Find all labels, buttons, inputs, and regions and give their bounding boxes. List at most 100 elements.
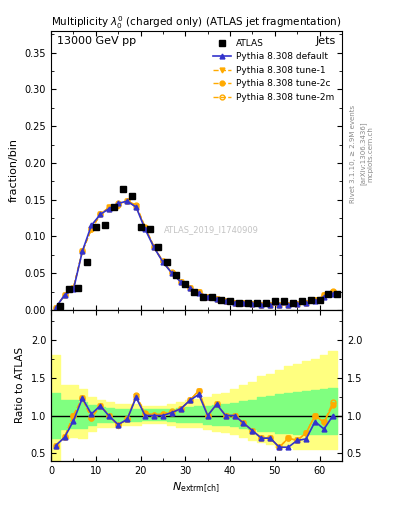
ATLAS [138, 224, 143, 230]
Pythia 8.308 tune-2m [259, 302, 264, 308]
ATLAS [290, 300, 295, 306]
ATLAS [246, 300, 250, 306]
Text: 13000 GeV pp: 13000 GeV pp [57, 36, 136, 46]
Text: mcplots.cern.ch: mcplots.cern.ch [367, 125, 373, 182]
ATLAS [174, 271, 179, 278]
Pythia 8.308 tune-2c [232, 300, 237, 306]
Pythia 8.308 tune-1 [143, 225, 147, 231]
Pythia 8.308 tune-1 [116, 203, 121, 209]
Pythia 8.308 tune-1 [169, 270, 174, 276]
Pythia 8.308 tune-2m [62, 292, 67, 298]
ATLAS [156, 244, 161, 250]
Pythia 8.308 tune-2c [98, 211, 103, 218]
Pythia 8.308 tune-2c [125, 198, 130, 204]
Pythia 8.308 default [98, 211, 103, 218]
Pythia 8.308 tune-2m [304, 300, 309, 306]
Pythia 8.308 default [53, 305, 58, 311]
Pythia 8.308 tune-2c [187, 285, 192, 291]
Pythia 8.308 tune-2m [116, 200, 121, 206]
ATLAS [129, 193, 134, 199]
ATLAS [308, 297, 313, 304]
Pythia 8.308 tune-2c [107, 205, 112, 211]
ATLAS [192, 288, 196, 294]
Pythia 8.308 tune-2c [286, 302, 290, 308]
Line: Pythia 8.308 tune-1: Pythia 8.308 tune-1 [53, 199, 335, 310]
Pythia 8.308 tune-2m [187, 285, 192, 291]
Pythia 8.308 tune-2c [89, 226, 94, 232]
Pythia 8.308 tune-2m [71, 285, 76, 291]
Pythia 8.308 default [205, 293, 210, 300]
Pythia 8.308 tune-2m [331, 288, 335, 294]
ATLAS [326, 291, 331, 297]
Pythia 8.308 default [241, 300, 246, 306]
Y-axis label: fraction/bin: fraction/bin [9, 138, 19, 202]
Pythia 8.308 tune-2c [196, 289, 201, 295]
Pythia 8.308 tune-1 [321, 292, 326, 298]
Pythia 8.308 tune-2m [134, 202, 138, 208]
Pythia 8.308 tune-2c [143, 225, 147, 231]
Pythia 8.308 tune-2m [152, 244, 156, 250]
ATLAS [210, 293, 215, 300]
Pythia 8.308 default [116, 200, 121, 206]
Pythia 8.308 default [143, 226, 147, 232]
Pythia 8.308 tune-1 [187, 285, 192, 291]
Pythia 8.308 tune-2m [295, 301, 299, 307]
Pythia 8.308 default [268, 302, 273, 308]
Pythia 8.308 tune-1 [331, 288, 335, 294]
Pythia 8.308 tune-1 [286, 302, 290, 308]
ATLAS [67, 286, 72, 292]
Pythia 8.308 tune-1 [277, 302, 282, 308]
ATLAS [272, 298, 277, 304]
Pythia 8.308 tune-2c [268, 302, 273, 308]
Pythia 8.308 default [62, 292, 67, 298]
ATLAS [75, 285, 80, 291]
Pythia 8.308 default [107, 205, 112, 211]
Legend: ATLAS, Pythia 8.308 default, Pythia 8.308 tune-1, Pythia 8.308 tune-2c, Pythia 8: ATLAS, Pythia 8.308 default, Pythia 8.30… [209, 35, 338, 105]
Pythia 8.308 tune-2c [161, 259, 165, 265]
Pythia 8.308 tune-2m [223, 298, 228, 304]
Text: Rivet 3.1.10, ≥ 2.9M events: Rivet 3.1.10, ≥ 2.9M events [350, 104, 356, 203]
Line: Pythia 8.308 default: Pythia 8.308 default [53, 199, 335, 310]
Line: ATLAS: ATLAS [57, 186, 340, 309]
Pythia 8.308 tune-2m [98, 211, 103, 218]
Pythia 8.308 tune-2m [53, 305, 58, 311]
ATLAS [335, 291, 340, 297]
Pythia 8.308 tune-2c [152, 244, 156, 250]
ATLAS [281, 298, 286, 304]
Pythia 8.308 default [295, 301, 299, 307]
Pythia 8.308 tune-1 [196, 289, 201, 295]
Pythia 8.308 tune-2c [321, 292, 326, 298]
Pythia 8.308 tune-2c [313, 297, 318, 304]
Pythia 8.308 tune-1 [295, 301, 299, 307]
Pythia 8.308 tune-1 [98, 211, 103, 218]
Pythia 8.308 default [277, 302, 282, 308]
Pythia 8.308 tune-2m [313, 297, 318, 304]
Pythia 8.308 tune-1 [107, 204, 112, 210]
Pythia 8.308 tune-1 [304, 300, 309, 306]
Pythia 8.308 tune-2m [89, 226, 94, 232]
Pythia 8.308 tune-1 [268, 302, 273, 308]
Pythia 8.308 default [169, 270, 174, 276]
Pythia 8.308 tune-2c [295, 301, 299, 307]
Pythia 8.308 tune-2c [277, 302, 282, 308]
X-axis label: $N_{\mathrm{extrm[ch]}}$: $N_{\mathrm{extrm[ch]}}$ [173, 481, 220, 496]
Pythia 8.308 tune-2c [134, 204, 138, 210]
Pythia 8.308 tune-1 [71, 285, 76, 291]
Pythia 8.308 tune-1 [53, 305, 58, 311]
Pythia 8.308 default [223, 298, 228, 304]
Pythia 8.308 default [259, 302, 264, 308]
Pythia 8.308 default [304, 300, 309, 306]
Line: Pythia 8.308 tune-2m: Pythia 8.308 tune-2m [53, 199, 335, 310]
Pythia 8.308 default [71, 286, 76, 292]
ATLAS [165, 259, 170, 265]
Pythia 8.308 tune-2c [223, 298, 228, 304]
Pythia 8.308 tune-2m [169, 269, 174, 275]
Pythia 8.308 default [152, 244, 156, 250]
ATLAS [120, 186, 125, 192]
ATLAS [219, 297, 224, 304]
Pythia 8.308 tune-2c [62, 292, 67, 298]
Pythia 8.308 default [214, 296, 219, 302]
Pythia 8.308 default [161, 259, 165, 265]
Pythia 8.308 default [321, 293, 326, 300]
Pythia 8.308 tune-2m [161, 259, 165, 265]
